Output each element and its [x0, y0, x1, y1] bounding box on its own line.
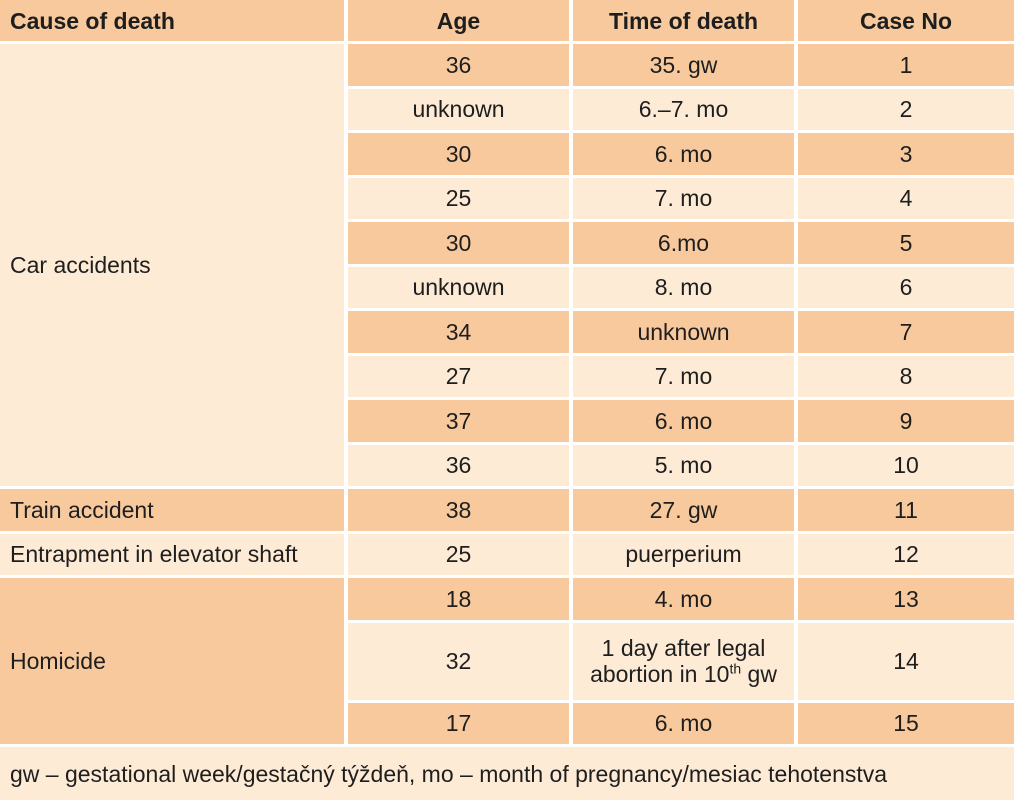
- case-cell: 12: [798, 533, 1014, 578]
- time-cell: 6. mo: [573, 702, 798, 747]
- case-cell: 13: [798, 578, 1014, 623]
- case-cell: 3: [798, 133, 1014, 178]
- header-row: Cause of death Age Time of death Case No: [0, 0, 1014, 44]
- cause-cell: Entrapment in elevator shaft: [0, 533, 348, 578]
- table-row: 30 6. mo 3: [0, 133, 1014, 178]
- footnote: gw – gestational week/gestačný týždeň, m…: [10, 761, 888, 787]
- header-age: Age: [348, 0, 573, 44]
- age-cell: 36: [348, 444, 573, 489]
- case-cell: 8: [798, 355, 1014, 400]
- table-row: 37 6. mo 9: [0, 400, 1014, 445]
- age-cell: unknown: [348, 88, 573, 133]
- time-cell: 6.–7. mo: [573, 88, 798, 133]
- case-cell: 14: [798, 622, 1014, 703]
- case-cell: 9: [798, 400, 1014, 445]
- case-cell: 1: [798, 44, 1014, 89]
- time-cell: 1 day after legal abortion in 10th gw: [573, 622, 798, 703]
- time-line-1: 1 day after legal: [601, 635, 766, 661]
- header-cause: Cause of death: [0, 0, 348, 44]
- case-cell: 7: [798, 311, 1014, 356]
- time-cell: 4. mo: [573, 578, 798, 623]
- table-row: Entrapment in elevator shaft 25 puerperi…: [0, 533, 1014, 578]
- time-cell: puerperium: [573, 533, 798, 578]
- age-cell: 36: [348, 44, 573, 89]
- time-line-2: abortion in 10th gw: [590, 661, 777, 687]
- header-case: Case No: [798, 0, 1014, 44]
- case-cell: 11: [798, 489, 1014, 534]
- time-cell: 8. mo: [573, 266, 798, 311]
- case-cell: 5: [798, 222, 1014, 267]
- age-cell: 30: [348, 222, 573, 267]
- age-cell: 37: [348, 400, 573, 445]
- age-cell: 18: [348, 578, 573, 623]
- time-line-2-text: abortion in 10: [590, 661, 730, 687]
- age-cell: 38: [348, 489, 573, 534]
- ordinal-suffix: th: [729, 660, 742, 677]
- table-row: unknown 8. mo 6: [0, 266, 1014, 311]
- time-cell: 7. mo: [573, 177, 798, 222]
- table-row: 17 6. mo 15: [0, 702, 1014, 747]
- table-row: Car accidents 36 35. gw 1: [0, 44, 1014, 489]
- age-cell: 30: [348, 133, 573, 178]
- cause-cell: Homicide: [0, 578, 348, 747]
- time-line-2-unit: gw: [741, 661, 777, 687]
- table-row: 36 5. mo 10: [0, 444, 1014, 489]
- case-cell: 10: [798, 444, 1014, 489]
- table-row: unknown 6.–7. mo 2: [0, 88, 1014, 133]
- time-cell: 27. gw: [573, 489, 798, 534]
- table-row: 25 7. mo 4: [0, 177, 1014, 222]
- age-cell: 32: [348, 622, 573, 703]
- time-cell: 6. mo: [573, 400, 798, 445]
- case-cell: 15: [798, 702, 1014, 747]
- cause-cell: Train accident: [0, 489, 348, 534]
- age-cell: 25: [348, 177, 573, 222]
- age-cell: unknown: [348, 266, 573, 311]
- time-cell: unknown: [573, 311, 798, 356]
- table-row: 32 1 day after legal abortion in 10th gw…: [0, 622, 1014, 703]
- time-cell: 6.mo: [573, 222, 798, 267]
- age-cell: 27: [348, 355, 573, 400]
- case-cell: 2: [798, 88, 1014, 133]
- cause-cell: Car accidents: [0, 44, 348, 489]
- data-table: Cause of death Age Time of death Case No…: [0, 0, 1014, 747]
- age-cell: 17: [348, 702, 573, 747]
- table-row: 34 unknown 7: [0, 311, 1014, 356]
- table-row: 30 6.mo 5: [0, 222, 1014, 267]
- case-cell: 4: [798, 177, 1014, 222]
- age-cell: 25: [348, 533, 573, 578]
- case-cell: 6: [798, 266, 1014, 311]
- table-row: Homicide 18 4. mo 13: [0, 578, 1014, 747]
- header-time: Time of death: [573, 0, 798, 44]
- time-cell: 35. gw: [573, 44, 798, 89]
- time-cell: 6. mo: [573, 133, 798, 178]
- time-cell: 5. mo: [573, 444, 798, 489]
- age-cell: 34: [348, 311, 573, 356]
- time-cell: 7. mo: [573, 355, 798, 400]
- table-row: 27 7. mo 8: [0, 355, 1014, 400]
- table-row: Train accident 38 27. gw 11: [0, 489, 1014, 534]
